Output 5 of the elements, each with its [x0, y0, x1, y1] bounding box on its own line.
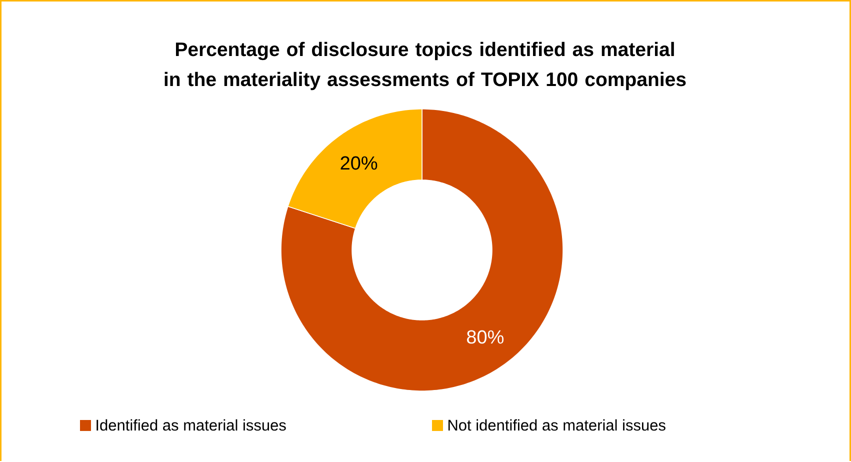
chart-title: Percentage of disclosure topics identified as material in the materiality assessments of TOPIX 100 companies	[164, 42, 686, 90]
legend-label: Not identified as material issues	[448, 419, 666, 431]
data-label: 20%	[340, 156, 378, 170]
data-label: 80%	[467, 330, 504, 344]
legend-label: Identified as material issues	[96, 419, 286, 431]
